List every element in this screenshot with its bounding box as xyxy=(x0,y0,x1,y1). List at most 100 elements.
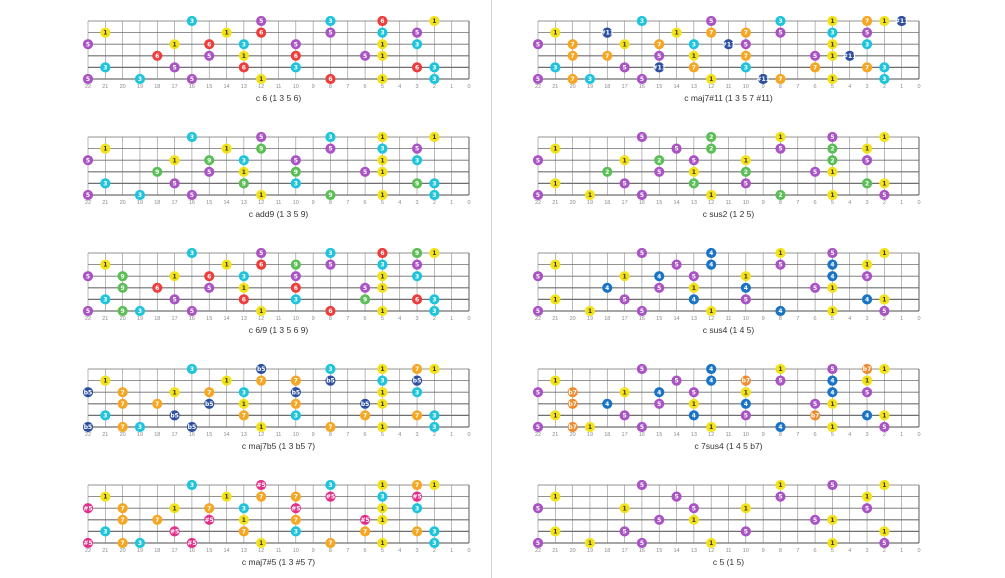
fret-number: 13 xyxy=(241,316,247,322)
note-dot-label: b5 xyxy=(413,378,421,385)
fret-number: 9 xyxy=(762,84,765,90)
note-dot-circle xyxy=(204,398,215,409)
note-dot-label: 5 xyxy=(744,413,748,420)
note-dot-circle xyxy=(290,398,301,409)
note-dot-label: 1 xyxy=(622,273,626,280)
note-dot-label: 7 xyxy=(571,41,575,48)
note-dot: 3 xyxy=(636,15,648,27)
fret-number: 4 xyxy=(398,200,401,206)
note-dot-label: 5 xyxy=(640,482,644,489)
note-dot: 3 xyxy=(290,294,301,305)
note-dot: 2 xyxy=(706,131,717,143)
fret-number: 0 xyxy=(917,316,920,322)
note-dot-label: 1 xyxy=(224,378,228,385)
note-dot: 3 xyxy=(377,375,388,386)
note-dot: 2 xyxy=(827,155,838,166)
note-dot-circle xyxy=(532,73,544,85)
note-dot-circle xyxy=(325,363,336,375)
note-dot: 7 xyxy=(152,398,163,409)
note-dot-circle xyxy=(602,166,613,177)
note-dot-circle xyxy=(740,375,751,386)
note-dot-label: 4 xyxy=(657,389,661,396)
fret-number: 13 xyxy=(691,316,697,322)
fret-number: 20 xyxy=(570,548,576,554)
fret-number: 4 xyxy=(398,84,401,90)
note-dot: 5 xyxy=(256,15,267,27)
note-dot-circle xyxy=(879,305,890,317)
fret-number: 12 xyxy=(708,432,714,438)
note-dot-circle xyxy=(221,27,232,38)
note-dot-circle xyxy=(82,305,94,317)
note-dot: 5 xyxy=(775,143,786,154)
fret-number: 5 xyxy=(381,84,384,90)
note-dot-label: 3 xyxy=(328,482,332,489)
note-dot: 4 xyxy=(706,363,717,375)
note-dot: b7 xyxy=(861,363,873,375)
fret-number: 15 xyxy=(206,548,212,554)
note-dot-label: 9 xyxy=(121,308,125,315)
note-dot-label: 6 xyxy=(380,250,384,257)
note-dot-label: 3 xyxy=(138,76,142,83)
fret-number: 12 xyxy=(708,200,714,206)
note-dot-circle xyxy=(290,491,301,502)
note-dot-circle xyxy=(377,398,388,409)
note-dot-label: 5 xyxy=(640,192,644,199)
note-dot-circle xyxy=(775,73,786,85)
fret-number: 13 xyxy=(691,432,697,438)
note-dot: 1 xyxy=(706,73,717,85)
note-dot-circle xyxy=(134,305,146,317)
note-dot: 7 xyxy=(325,421,336,433)
note-dot-label: 3 xyxy=(242,157,246,164)
note-dot-label: 4 xyxy=(830,273,834,280)
note-dot-label: 6 xyxy=(242,297,246,304)
note-dot-label: 1 xyxy=(709,424,713,431)
note-dot-circle xyxy=(411,271,423,282)
fret-number: 8 xyxy=(329,316,332,322)
fret-number: 18 xyxy=(604,316,610,322)
note-dot: 3 xyxy=(290,62,301,73)
note-dot: 1 xyxy=(377,50,388,61)
note-dot-label: 9 xyxy=(155,169,159,176)
note-dot-circle xyxy=(377,537,388,549)
note-dot-circle xyxy=(134,73,146,85)
note-dot: #11 xyxy=(722,39,735,50)
fret-number: 1 xyxy=(450,548,453,554)
note-dot-circle xyxy=(879,73,890,85)
note-dot-label: 5 xyxy=(640,76,644,83)
fret-number: 8 xyxy=(779,432,782,438)
note-dot-circle xyxy=(861,143,873,154)
note-dot-circle xyxy=(290,50,301,61)
note-dot: 3 xyxy=(584,73,596,85)
note-dot: b5 xyxy=(359,398,371,409)
fret-number: 1 xyxy=(450,432,453,438)
note-dot-label: #11 xyxy=(653,65,666,72)
note-dot-circle xyxy=(204,514,215,525)
note-dot: 7 xyxy=(117,387,128,398)
note-dot-label: b7 xyxy=(742,378,750,385)
diagram-c5: 22 21 20 19 18 17 16 15 14 13 12 11 10 9 8 7 6 5 4 3 2 1 05 1 5 1… xyxy=(532,479,921,567)
note-dot-circle xyxy=(688,50,699,61)
note-dot: 5 xyxy=(671,259,682,270)
fret-number: 7 xyxy=(796,200,799,206)
note-dot-circle xyxy=(636,305,648,317)
note-dot-label: 5 xyxy=(640,250,644,257)
note-dot-label: #11 xyxy=(756,76,769,83)
fret-number: 19 xyxy=(587,432,593,438)
fret-number: 5 xyxy=(381,548,384,554)
note-dot-circle xyxy=(290,410,301,421)
fret-number: 19 xyxy=(137,200,143,206)
note-dot-circle xyxy=(550,259,561,270)
fret-number: 12 xyxy=(258,200,264,206)
note-dot-circle xyxy=(532,305,544,317)
note-dot-label: b5 xyxy=(170,413,178,420)
note-dot-circle xyxy=(688,387,699,398)
note-dot: 3 xyxy=(186,247,198,259)
note-dot: 5 xyxy=(256,247,267,259)
note-dot-circle xyxy=(186,73,198,85)
note-dot-circle xyxy=(411,503,423,514)
diagram-cmaj7b5: 22 21 20 19 18 17 16 15 14 13 12 11 10 9 8 7 6 5 4 3 2 1 03 b5 3… xyxy=(82,363,471,451)
note-dot-circle xyxy=(377,131,388,143)
note-dot-label: 3 xyxy=(294,297,298,304)
note-dot: 1 xyxy=(429,247,440,259)
note-dot-label: 3 xyxy=(882,76,886,83)
